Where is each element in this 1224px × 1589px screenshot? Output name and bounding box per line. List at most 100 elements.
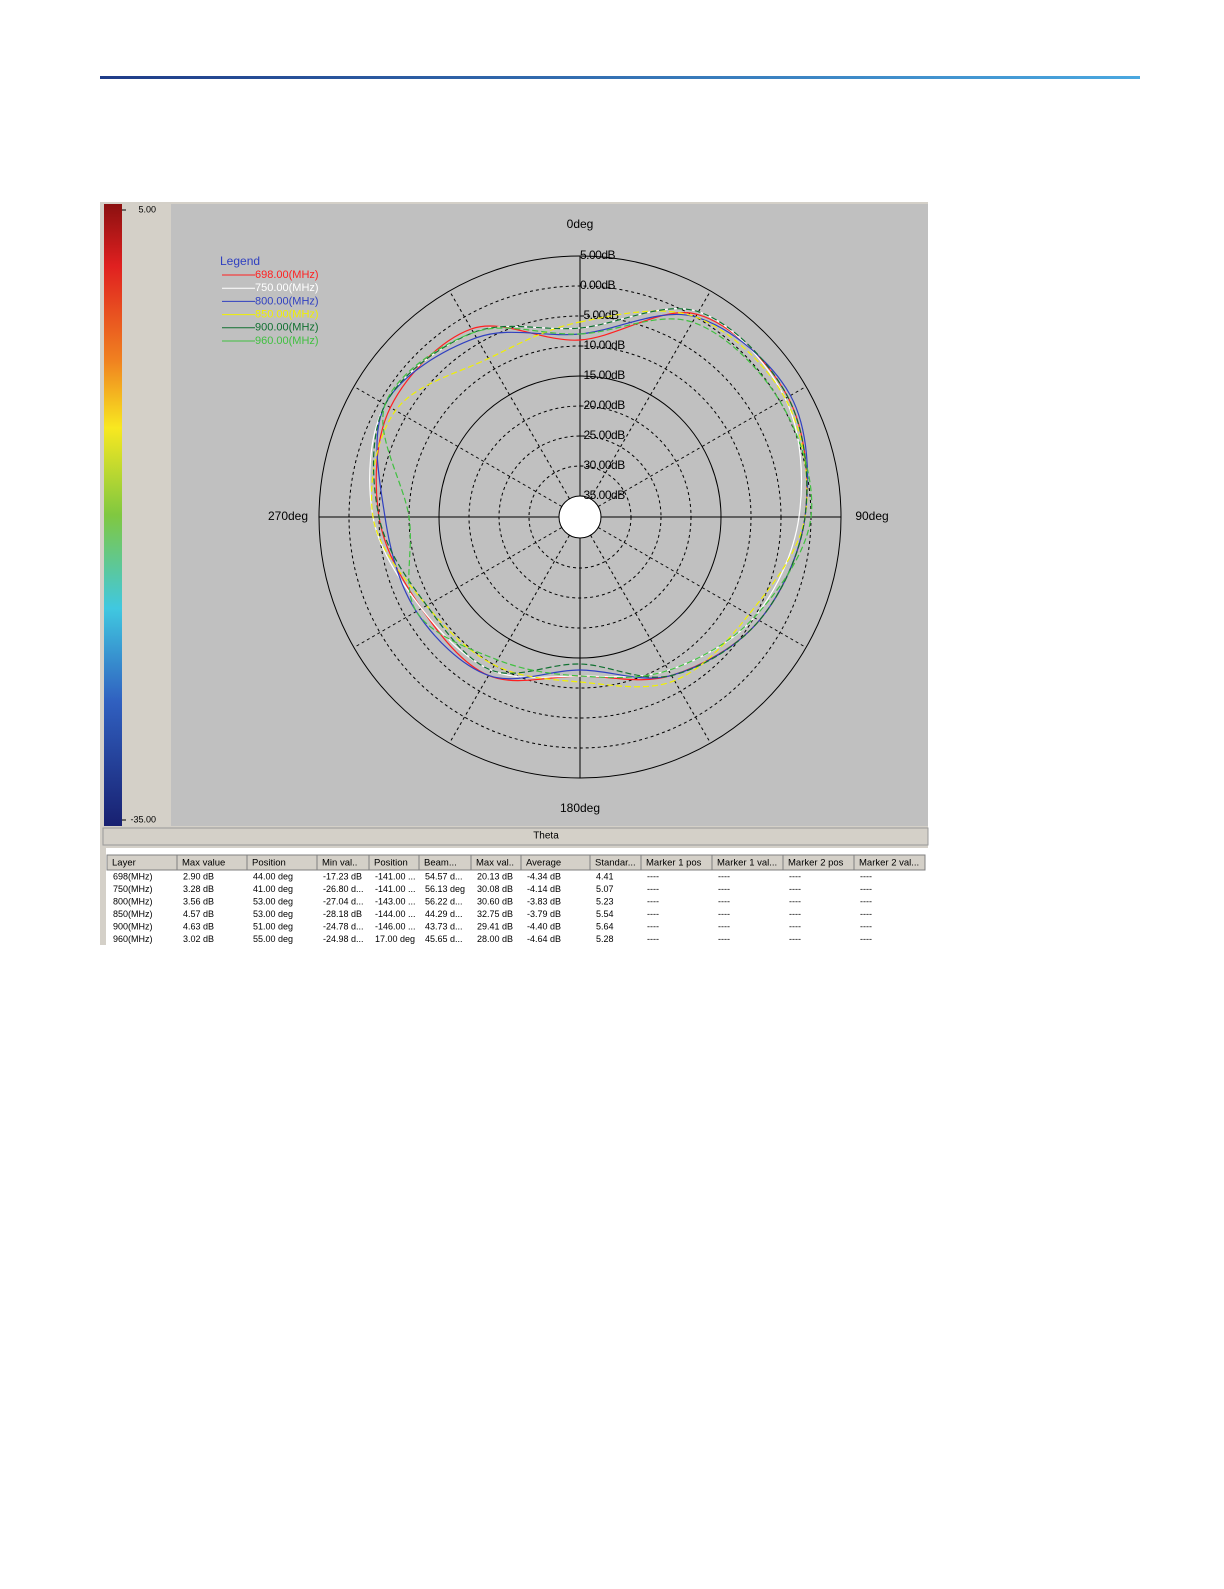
cell-text: ----: [860, 896, 872, 906]
series-line: [370, 310, 808, 688]
r-tick-label: 0.00dB: [580, 278, 616, 292]
cell-text: ----: [647, 896, 659, 906]
cell-text: ----: [789, 909, 801, 919]
angle-label: 270deg: [268, 509, 308, 523]
cell-text: -17.23 dB: [323, 871, 362, 881]
header-text: Max value: [182, 858, 225, 869]
cell-text: 53.00 deg: [253, 909, 293, 919]
cell-text: 56.13 deg: [425, 884, 465, 894]
header-text: Marker 1 pos: [646, 858, 702, 869]
cell-text: -144.00 ...: [375, 909, 416, 919]
cell-text: 17.00 deg: [375, 934, 415, 944]
r-tick-label: -30.00dB: [580, 458, 625, 472]
colorbar-label: 5.00: [138, 204, 156, 214]
cell-text: -4.14 dB: [527, 884, 561, 894]
header-text: Position: [252, 858, 286, 869]
spoke: [590, 534, 711, 744]
legend-label: 750.00(MHz): [255, 282, 319, 294]
r-tick-label: -5.00dB: [580, 308, 619, 322]
cell-text: -28.18 dB: [323, 909, 362, 919]
cell-text: 32.75 dB: [477, 909, 513, 919]
cell-text: 44.00 deg: [253, 871, 293, 881]
cell-text: ----: [789, 896, 801, 906]
polar-plot: 5.00dB 0.00dB -5.00dB -10.00dB -15.00dB -20.0…: [222, 217, 889, 815]
cell-text: 53.00 deg: [253, 896, 293, 906]
r-tick-label: -15.00dB: [580, 368, 625, 382]
cell-text: ----: [860, 921, 872, 931]
cell-text: 5.28: [596, 934, 614, 944]
cell-text: ----: [647, 934, 659, 944]
legend-label: 800.00(MHz): [255, 295, 319, 307]
cell-text: -4.40 dB: [527, 921, 561, 931]
header-text: Average: [526, 858, 561, 869]
cell-text: 850(MHz): [113, 909, 153, 919]
cell-text: ----: [789, 921, 801, 931]
cell-text: ----: [718, 884, 730, 894]
cell-text: 750(MHz): [113, 884, 153, 894]
cell-text: 5.64: [596, 921, 614, 931]
spoke: [597, 527, 807, 648]
spoke: [590, 290, 711, 500]
cell-text: -146.00 ...: [375, 921, 416, 931]
cell-text: 5.23: [596, 896, 614, 906]
cell-text: ----: [718, 921, 730, 931]
cell-text: 2.90 dB: [183, 871, 214, 881]
cell-text: -26.80 d...: [323, 884, 364, 894]
header-text: Marker 2 pos: [788, 858, 844, 869]
cell-text: -143.00 ...: [375, 896, 416, 906]
axis-title: Theta: [533, 831, 559, 842]
cell-text: 4.41: [596, 871, 614, 881]
cell-text: ----: [718, 909, 730, 919]
cell-text: 3.02 dB: [183, 934, 214, 944]
r-tick-label: -35.00dB: [580, 488, 625, 502]
cell-text: 4.63 dB: [183, 921, 214, 931]
spoke: [353, 527, 563, 648]
series-line: [382, 318, 813, 679]
cell-text: ----: [647, 921, 659, 931]
angle-label: 180deg: [560, 801, 600, 815]
header-rule: [100, 76, 1140, 79]
angle-label: 90deg: [855, 509, 888, 523]
cell-text: ----: [647, 871, 659, 881]
cell-text: 4.57 dB: [183, 909, 214, 919]
cell-text: -24.78 d...: [323, 921, 364, 931]
colorbar: [104, 204, 122, 826]
cell-text: 960(MHz): [113, 934, 153, 944]
cell-text: 30.60 dB: [477, 896, 513, 906]
legend-label: 850.00(MHz): [255, 309, 319, 321]
cell-text: 28.00 dB: [477, 934, 513, 944]
header-text: Marker 1 val...: [717, 858, 777, 869]
cell-text: ----: [789, 934, 801, 944]
cell-text: 55.00 deg: [253, 934, 293, 944]
spoke: [449, 290, 570, 500]
header-text: Max val..: [476, 858, 514, 869]
cell-text: -141.00 ...: [375, 884, 416, 894]
cell-text: 5.54: [596, 909, 614, 919]
angle-label: 0deg: [567, 217, 594, 231]
cell-text: 30.08 dB: [477, 884, 513, 894]
cell-text: 29.41 dB: [477, 921, 513, 931]
cell-text: 56.22 d...: [425, 896, 463, 906]
cell-text: 800(MHz): [113, 896, 153, 906]
cell-text: -27.04 d...: [323, 896, 364, 906]
cell-text: ----: [789, 871, 801, 881]
legend-label: 960.00(MHz): [255, 335, 319, 347]
header-text: Standar...: [595, 858, 636, 869]
cell-text: -4.34 dB: [527, 871, 561, 881]
plot-area: [171, 204, 928, 826]
cell-text: 43.73 d...: [425, 921, 463, 931]
header-text: Layer: [112, 858, 136, 869]
r-tick-label: -10.00dB: [580, 338, 625, 352]
cell-text: 45.65 d...: [425, 934, 463, 944]
header-text: Min val..: [322, 858, 357, 869]
cell-text: 41.00 deg: [253, 884, 293, 894]
cell-text: -3.83 dB: [527, 896, 561, 906]
cell-text: ----: [718, 896, 730, 906]
cell-text: ----: [860, 871, 872, 881]
cell-text: 44.29 d...: [425, 909, 463, 919]
spoke: [449, 534, 570, 744]
cell-text: 5.07: [596, 884, 614, 894]
cell-text: 3.28 dB: [183, 884, 214, 894]
header-cell: [853, 854, 926, 871]
